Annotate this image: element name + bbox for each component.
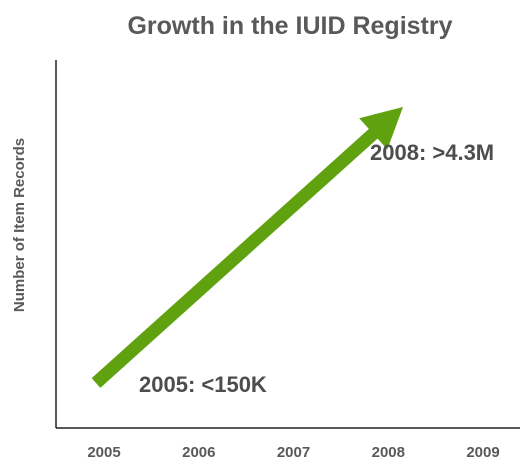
x-tick-label-2005: 2005 — [87, 444, 120, 461]
x-tick-label-2006: 2006 — [182, 444, 215, 461]
growth-arrow-shaft — [91, 127, 380, 388]
x-tick-label-2008: 2008 — [372, 444, 405, 461]
annotation-2008: 2008: >4.3M — [370, 140, 494, 165]
y-axis-label: Number of Item Records — [11, 138, 28, 312]
growth-arrow-head — [359, 107, 403, 150]
chart-title: Growth in the IUID Registry — [127, 12, 452, 40]
series-layer — [91, 107, 403, 388]
x-tick-label-2007: 2007 — [277, 444, 310, 461]
x-tick-label-2009: 2009 — [466, 444, 499, 461]
annotation-2005: 2005: <150K — [139, 372, 267, 397]
x-tick-labels: 2005 2006 2007 2008 2009 — [87, 444, 499, 461]
